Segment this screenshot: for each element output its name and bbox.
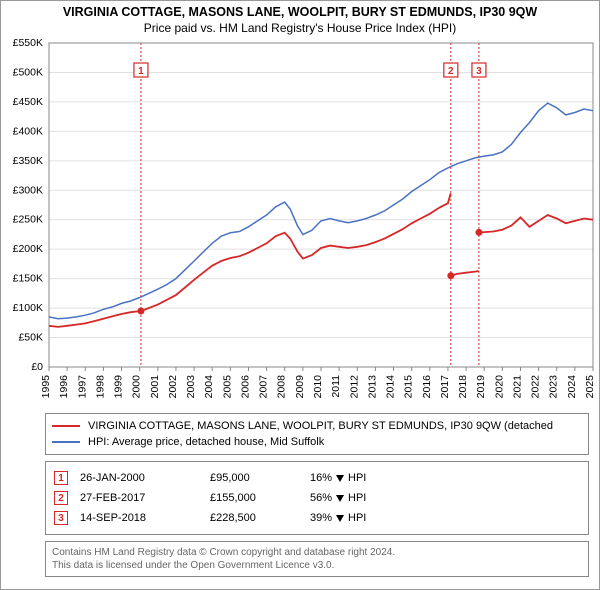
event-price: £155,000 <box>210 492 310 504</box>
events-box: 1 26-JAN-2000£95,00016% HPI 2 27-FEB-2017£15… <box>45 461 589 535</box>
svg-text:2025: 2025 <box>584 375 596 399</box>
svg-text:£300K: £300K <box>13 184 43 196</box>
legend-row-property: VIRGINIA COTTAGE, MASONS LANE, WOOLPIT, … <box>52 418 582 434</box>
svg-text:2022: 2022 <box>530 375 542 399</box>
event-marker-number: 2 <box>54 491 68 505</box>
svg-text:2003: 2003 <box>185 375 197 399</box>
arrow-down-icon <box>336 495 344 502</box>
svg-text:2021: 2021 <box>511 375 523 399</box>
legend-swatch-property <box>52 425 80 427</box>
event-diff-pct: 16% <box>310 472 332 484</box>
attribution-line1: Contains HM Land Registry data © Crown c… <box>52 546 582 559</box>
event-date: 14-SEP-2018 <box>80 512 210 524</box>
svg-text:2000: 2000 <box>131 375 143 399</box>
event-date: 27-FEB-2017 <box>80 492 210 504</box>
event-diff: 39% HPI <box>310 512 366 524</box>
svg-text:2018: 2018 <box>457 375 469 399</box>
legend-row-hpi: HPI: Average price, detached house, Mid … <box>52 434 582 450</box>
event-marker-number: 3 <box>54 511 68 525</box>
event-row: 3 14-SEP-2018£228,50039% HPI <box>54 508 580 528</box>
event-row: 1 26-JAN-2000£95,00016% HPI <box>54 468 580 488</box>
svg-text:1: 1 <box>138 66 144 77</box>
svg-text:2023: 2023 <box>548 375 560 399</box>
svg-text:1998: 1998 <box>94 375 106 399</box>
svg-text:2010: 2010 <box>312 375 324 399</box>
event-diff-pct: 39% <box>310 512 332 524</box>
svg-text:£550K: £550K <box>13 37 43 49</box>
root-container: VIRGINIA COTTAGE, MASONS LANE, WOOLPIT, … <box>0 0 600 590</box>
svg-text:£0: £0 <box>31 361 43 373</box>
svg-text:2: 2 <box>448 66 454 77</box>
svg-text:2020: 2020 <box>493 375 505 399</box>
svg-text:2014: 2014 <box>385 375 397 399</box>
svg-text:2004: 2004 <box>203 375 215 399</box>
legend-swatch-hpi <box>52 441 80 443</box>
svg-text:2006: 2006 <box>239 375 251 399</box>
svg-text:£250K: £250K <box>13 214 43 226</box>
svg-text:3: 3 <box>476 66 482 77</box>
event-date: 26-JAN-2000 <box>80 472 210 484</box>
svg-text:2013: 2013 <box>366 375 378 399</box>
event-row: 2 27-FEB-2017£155,00056% HPI <box>54 488 580 508</box>
svg-text:£50K: £50K <box>18 332 43 344</box>
svg-text:2009: 2009 <box>294 375 306 399</box>
svg-text:2007: 2007 <box>258 375 270 399</box>
svg-text:2002: 2002 <box>167 375 179 399</box>
svg-text:£100K: £100K <box>13 302 43 314</box>
svg-text:2024: 2024 <box>566 375 578 399</box>
attribution-line2: This data is licensed under the Open Gov… <box>52 559 582 572</box>
legend-label-property: VIRGINIA COTTAGE, MASONS LANE, WOOLPIT, … <box>88 420 553 432</box>
svg-text:1996: 1996 <box>58 375 70 399</box>
svg-text:2008: 2008 <box>276 375 288 399</box>
svg-text:2011: 2011 <box>330 375 342 398</box>
event-diff-vs: HPI <box>348 512 366 524</box>
chart-title-block: VIRGINIA COTTAGE, MASONS LANE, WOOLPIT, … <box>1 1 599 37</box>
svg-text:2015: 2015 <box>403 375 415 399</box>
event-price: £95,000 <box>210 472 310 484</box>
event-marker-number: 1 <box>54 471 68 485</box>
svg-text:£450K: £450K <box>13 96 43 108</box>
event-diff-vs: HPI <box>348 472 366 484</box>
svg-text:2005: 2005 <box>221 375 233 399</box>
svg-text:2017: 2017 <box>439 375 451 399</box>
svg-text:2001: 2001 <box>149 375 161 399</box>
title-line2: Price paid vs. HM Land Registry's House … <box>1 21 599 35</box>
svg-text:2012: 2012 <box>348 375 360 399</box>
event-diff-pct: 56% <box>310 492 332 504</box>
svg-text:£400K: £400K <box>13 125 43 137</box>
arrow-down-icon <box>336 515 344 522</box>
svg-text:£150K: £150K <box>13 273 43 285</box>
svg-text:2016: 2016 <box>421 375 433 399</box>
svg-text:1995: 1995 <box>40 375 52 399</box>
line-chart-svg: £0 £50K £100K £150K £200K £250K £300K £350K £400… <box>1 37 599 407</box>
legend-label-hpi: HPI: Average price, detached house, Mid … <box>88 436 324 448</box>
event-price: £228,500 <box>210 512 310 524</box>
svg-text:£500K: £500K <box>13 66 43 78</box>
svg-text:2019: 2019 <box>475 375 487 399</box>
event-diff: 16% HPI <box>310 472 366 484</box>
chart-area: £0 £50K £100K £150K £200K £250K £300K £350K £400… <box>1 37 599 407</box>
legend-box: VIRGINIA COTTAGE, MASONS LANE, WOOLPIT, … <box>45 413 589 455</box>
svg-text:1999: 1999 <box>113 375 125 399</box>
event-diff: 56% HPI <box>310 492 366 504</box>
svg-text:1997: 1997 <box>76 375 88 399</box>
arrow-down-icon <box>336 475 344 482</box>
svg-text:£200K: £200K <box>13 243 43 255</box>
attribution-box: Contains HM Land Registry data © Crown c… <box>45 541 589 577</box>
svg-text:£350K: £350K <box>13 155 43 167</box>
title-line1: VIRGINIA COTTAGE, MASONS LANE, WOOLPIT, … <box>1 5 599 19</box>
event-diff-vs: HPI <box>348 492 366 504</box>
